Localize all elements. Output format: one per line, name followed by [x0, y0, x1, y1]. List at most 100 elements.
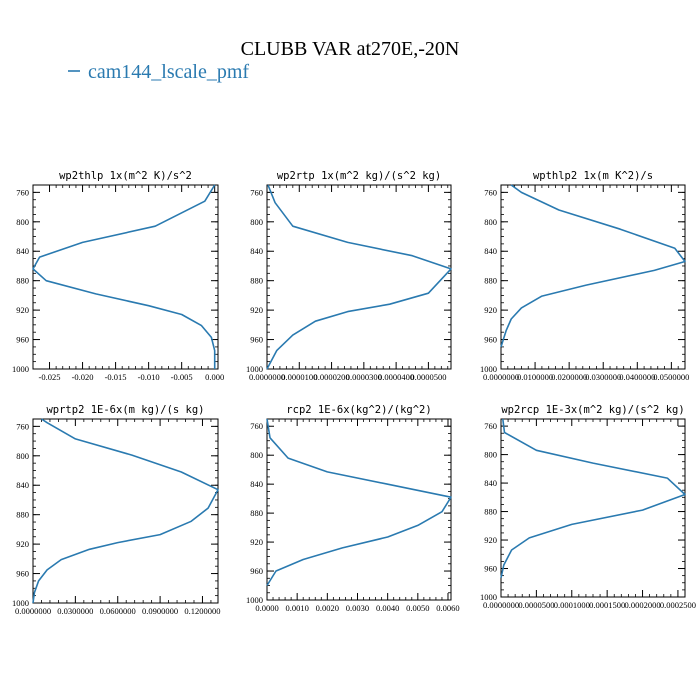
- y-tick-label: 960: [484, 335, 497, 345]
- panel-title: rcp2 1E-6x(kg^2)/(kg^2): [286, 404, 431, 416]
- y-tick-label: 920: [16, 305, 29, 315]
- x-tick-label: 0.0000000: [483, 600, 519, 610]
- series-line: [32, 418, 219, 604]
- y-tick-label: 800: [16, 451, 29, 461]
- x-tick-label: 0.0060: [436, 603, 459, 613]
- x-tick-label: 0.0000300: [346, 372, 382, 382]
- x-tick-label: 0.0000100: [281, 372, 317, 382]
- y-tick-label: 920: [16, 539, 29, 549]
- panel-grid: wp2thlp 1x(m^2 K)/s^2 760 800 840 880 920 960 1…: [12, 170, 696, 616]
- y-tick-label: 840: [484, 478, 497, 488]
- y-tick-label: 840: [250, 246, 263, 256]
- y-tick-label: 880: [16, 276, 29, 286]
- panel-title: wp2thlp 1x(m^2 K)/s^2: [59, 170, 192, 182]
- y-tick-label: 920: [250, 537, 263, 547]
- panel-6: wp2rcp 1E-3x(m^2 kg)/(s^2 kg) 760 800 840 88…: [480, 404, 696, 610]
- series-line: [500, 184, 686, 348]
- y-tick-label: 840: [484, 246, 497, 256]
- y-tick-label: 960: [16, 335, 29, 345]
- y-tick-label: 880: [484, 276, 497, 286]
- x-tick-label: 0.0001500: [589, 600, 625, 610]
- x-tick-label: 0.0010: [285, 603, 308, 613]
- y-tick-label: 880: [250, 508, 263, 518]
- x-tick-label: 0.0020: [316, 603, 339, 613]
- y-tick-label: 760: [484, 421, 497, 431]
- x-tick-label: 0.0040: [376, 603, 399, 613]
- x-tick-label: 0.000: [205, 372, 224, 382]
- x-tick-label: 0.0000200: [313, 372, 349, 382]
- y-tick-label: 1000: [246, 595, 263, 605]
- x-tick-label: 0.0002500: [660, 600, 696, 610]
- x-tick-label: 0.0000400: [378, 372, 414, 382]
- x-tick-label: -0.020: [72, 372, 94, 382]
- series-line: [266, 184, 452, 370]
- y-tick-label: 960: [250, 335, 263, 345]
- x-tick-label: 0.0002000: [624, 600, 660, 610]
- x-tick-label: -0.010: [138, 372, 160, 382]
- y-tick-label: 920: [484, 535, 497, 545]
- x-tick-label: 0.0300000: [585, 372, 621, 382]
- y-tick-label: 880: [250, 276, 263, 286]
- y-tick-label: 1000: [12, 598, 29, 608]
- panel-title: wpthlp2 1x(m K^2)/s: [533, 170, 653, 182]
- y-tick-label: 840: [16, 246, 29, 256]
- x-tick-label: 0.0030: [346, 603, 369, 613]
- plot-frame: [32, 184, 219, 370]
- y-tick-label: 840: [16, 480, 29, 490]
- plot-frame: [266, 418, 452, 601]
- x-tick-label: 0.0000: [255, 603, 278, 613]
- y-tick-label: 760: [16, 187, 29, 197]
- legend: cam144_lscale_pmf: [68, 61, 249, 83]
- y-tick-label: 1000: [246, 364, 263, 374]
- y-tick-label: 800: [484, 217, 497, 227]
- y-tick-label: 800: [250, 217, 263, 227]
- panel-2: wp2rtp 1x(m^2 kg)/(s^2 kg) 760 800 840 880 92…: [246, 170, 452, 382]
- x-tick-label: 0.0300000: [57, 606, 93, 616]
- y-tick-label: 880: [16, 510, 29, 520]
- y-tick-label: 920: [250, 305, 263, 315]
- y-tick-label: 880: [484, 507, 497, 517]
- x-tick-label: 0.0000000: [15, 606, 51, 616]
- series-line: [32, 184, 216, 369]
- x-tick-label: -0.005: [171, 372, 193, 382]
- y-tick-label: 760: [250, 421, 263, 431]
- panel-4: wprtp2 1E-6x(m kg)/(s kg) 760 800 840 880 920…: [12, 404, 221, 616]
- panel-1: wp2thlp 1x(m^2 K)/s^2 760 800 840 880 920 960 1…: [12, 170, 224, 382]
- y-tick-label: 960: [484, 564, 497, 574]
- x-tick-label: 0.0050: [406, 603, 429, 613]
- series-line: [500, 418, 686, 578]
- y-tick-label: 1000: [12, 364, 29, 374]
- x-tick-label: 0.0000000: [249, 372, 285, 382]
- y-tick-label: 960: [16, 569, 29, 579]
- plot-frame: [266, 184, 452, 370]
- x-tick-label: 0.0600000: [100, 606, 136, 616]
- y-tick-label: 760: [484, 187, 497, 197]
- x-tick-label: 0.0000000: [483, 372, 519, 382]
- x-tick-label: 0.0200000: [551, 372, 587, 382]
- y-tick-label: 800: [16, 217, 29, 227]
- x-tick-label: 0.0400000: [619, 372, 655, 382]
- y-tick-label: 1000: [480, 592, 497, 602]
- panel-5: rcp2 1E-6x(kg^2)/(kg^2) 760 800 840 880 920 96…: [246, 404, 460, 613]
- x-tick-label: -0.025: [39, 372, 61, 382]
- panel-title: wprtp2 1E-6x(m kg)/(s kg): [46, 404, 204, 416]
- x-tick-label: 0.0000500: [410, 372, 446, 382]
- plot-frame: [32, 418, 219, 604]
- figure-title: CLUBB VAR at270E,-20N: [241, 38, 460, 60]
- y-tick-label: 760: [16, 421, 29, 431]
- y-tick-label: 1000: [480, 364, 497, 374]
- panel-title: wp2rcp 1E-3x(m^2 kg)/(s^2 kg): [501, 404, 684, 416]
- x-tick-label: 0.0000500: [518, 600, 554, 610]
- y-tick-label: 840: [250, 479, 263, 489]
- y-tick-label: 920: [484, 305, 497, 315]
- x-tick-label: 0.0100000: [517, 372, 553, 382]
- y-tick-label: 960: [250, 566, 263, 576]
- plot-frame: [500, 184, 686, 370]
- legend-label: cam144_lscale_pmf: [88, 61, 249, 83]
- x-tick-label: 0.0500000: [653, 372, 689, 382]
- panel-title: wp2rtp 1x(m^2 kg)/(s^2 kg): [277, 170, 441, 182]
- x-tick-label: 0.0001000: [554, 600, 590, 610]
- y-tick-label: 760: [250, 187, 263, 197]
- panel-3: wpthlp2 1x(m K^2)/s 760 800 840 880 920 960 100…: [480, 170, 689, 382]
